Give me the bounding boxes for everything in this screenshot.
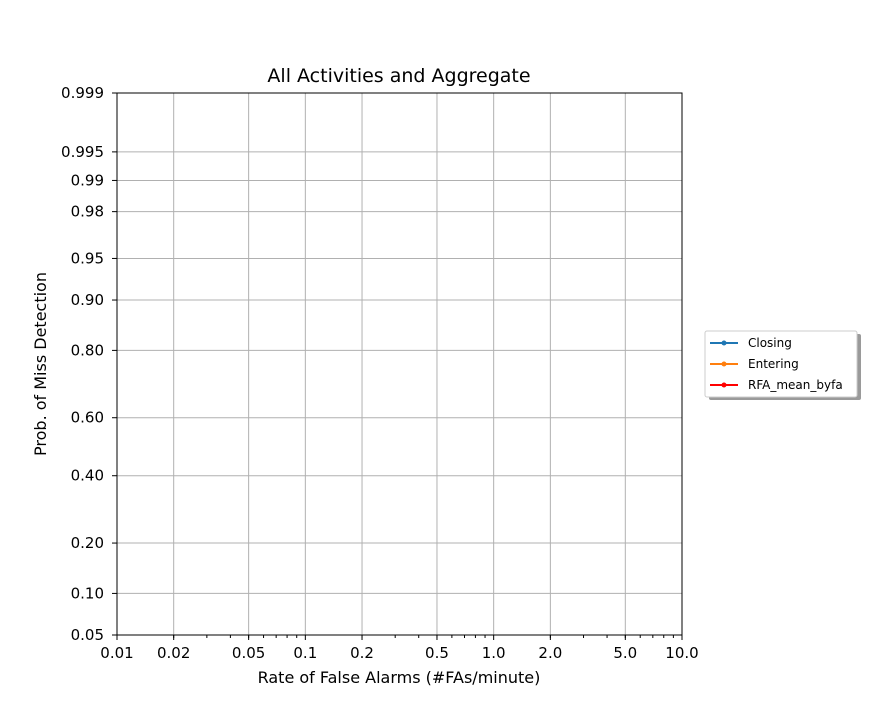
x-axis-ticks: 0.01 0.02 0.05 0.1 0.2 0.5 1.0 2.0 5.0 10.0 <box>100 635 699 662</box>
legend-label: Closing <box>748 336 792 350</box>
y-tick-label: 0.999 <box>61 84 104 102</box>
y-tick-label: 0.98 <box>71 203 104 221</box>
x-tick-label: 2.0 <box>538 644 562 662</box>
legend-marker <box>721 340 727 346</box>
y-tick-label: 0.90 <box>71 291 104 309</box>
y-axis-ticks: 0.05 0.10 0.20 0.40 0.60 0.80 0.90 0.95 0.98 0.99… <box>61 84 117 644</box>
y-axis-label: Prob. of Miss Detection <box>31 272 50 456</box>
x-tick-label: 5.0 <box>613 644 637 662</box>
legend-label: RFA_mean_byfa <box>748 378 843 392</box>
y-tick-label: 0.10 <box>71 584 104 602</box>
legend: Closing Entering RFA_mean_byfa <box>704 330 861 400</box>
grid <box>116 92 683 636</box>
chart-title: All Activities and Aggregate <box>267 65 530 87</box>
y-tick-label: 0.95 <box>71 249 104 267</box>
legend-marker <box>721 361 727 367</box>
x-tick-label: 0.01 <box>100 644 133 662</box>
legend-box <box>704 330 858 398</box>
x-axis-label: Rate of False Alarms (#FAs/minute) <box>258 668 541 687</box>
y-tick-label: 0.05 <box>71 626 104 644</box>
x-tick-label: 1.0 <box>482 644 506 662</box>
x-tick-label: 0.5 <box>425 644 449 662</box>
plot-area-frame <box>116 92 683 636</box>
y-tick-label: 0.99 <box>71 171 104 189</box>
legend-label: Entering <box>748 357 799 371</box>
x-tick-label: 0.1 <box>293 644 317 662</box>
x-tick-label: 0.2 <box>350 644 374 662</box>
x-tick-label: 0.02 <box>157 644 190 662</box>
x-tick-label: 10.0 <box>665 644 698 662</box>
y-tick-label: 0.80 <box>71 341 104 359</box>
y-tick-label: 0.40 <box>71 467 104 485</box>
x-tick-label: 0.05 <box>232 644 265 662</box>
legend-marker <box>721 382 727 388</box>
y-tick-label: 0.60 <box>71 409 104 427</box>
y-tick-label: 0.995 <box>61 143 104 161</box>
legend-entries: Closing Entering RFA_mean_byfa <box>710 336 843 392</box>
y-tick-label: 0.20 <box>71 534 104 552</box>
